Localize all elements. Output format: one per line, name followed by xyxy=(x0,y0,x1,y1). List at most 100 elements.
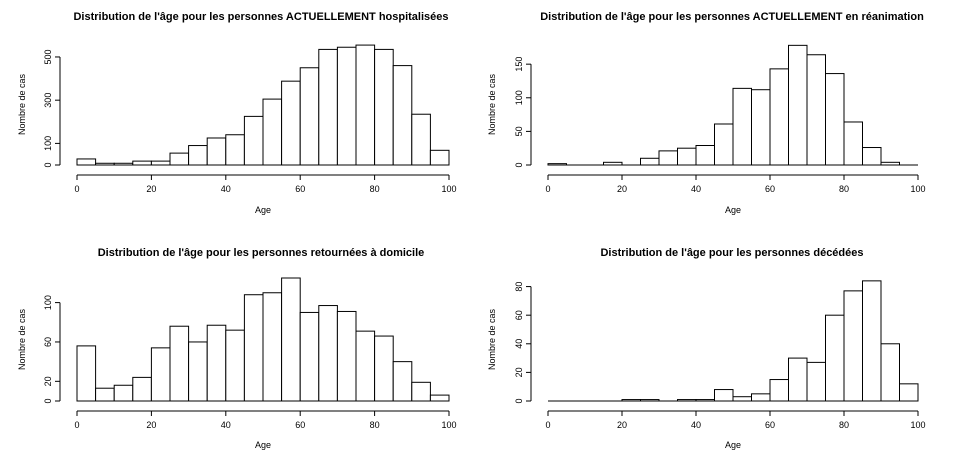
x-tick-label: 80 xyxy=(839,420,849,430)
y-tick-label: 0 xyxy=(43,162,53,167)
histogram-panel-3: Distribution de l'âge pour les personnes… xyxy=(17,247,457,450)
histogram-bar xyxy=(281,277,301,402)
histogram-bar xyxy=(843,121,863,166)
histogram-bar xyxy=(392,65,413,166)
x-tick-label: 40 xyxy=(691,184,701,194)
histogram-panel-1: Distribution de l'âge pour les personnes… xyxy=(17,11,457,215)
histogram-bar xyxy=(336,310,357,402)
histogram-bar xyxy=(429,394,450,402)
y-tick-label: 40 xyxy=(514,339,524,349)
x-tick-label: 100 xyxy=(910,420,925,430)
histogram-bar xyxy=(825,73,845,166)
histogram-bar xyxy=(714,123,734,166)
histogram-bar xyxy=(225,134,245,166)
chart-title: Distribution de l'âge pour les personnes… xyxy=(73,11,448,23)
y-tick-label: 0 xyxy=(514,398,524,403)
x-tick-label: 20 xyxy=(146,420,156,430)
histogram-bar xyxy=(769,379,789,402)
y-tick-label: 50 xyxy=(514,126,524,136)
y-tick-label: 150 xyxy=(514,57,524,72)
histogram-bar xyxy=(336,46,357,166)
y-tick-label: 60 xyxy=(43,337,53,347)
histogram-bar xyxy=(169,152,190,166)
histogram-bar xyxy=(899,383,919,402)
histogram-bar xyxy=(188,145,208,166)
histogram-bar xyxy=(769,68,789,166)
histogram-bar xyxy=(732,87,752,166)
x-tick-label: 20 xyxy=(617,184,627,194)
y-axis-label: Nombre de cas xyxy=(487,73,497,135)
histogram-bar xyxy=(150,347,171,402)
histogram-bar xyxy=(243,294,264,402)
x-axis-label: Age xyxy=(255,205,271,215)
y-tick-label: 100 xyxy=(43,295,53,310)
histogram-bar xyxy=(206,137,227,166)
histogram-bar xyxy=(262,98,283,166)
histogram-bar xyxy=(640,157,660,166)
histogram-bar xyxy=(880,343,900,402)
y-tick-label: 0 xyxy=(514,162,524,167)
x-tick-label: 60 xyxy=(295,184,305,194)
histogram-bar xyxy=(788,44,808,166)
x-axis-label: Age xyxy=(725,205,741,215)
histogram-bar xyxy=(113,384,134,402)
histogram-bar xyxy=(76,345,97,402)
histogram-bar xyxy=(751,89,771,166)
x-tick-label: 80 xyxy=(370,184,380,194)
chart-title: Distribution de l'âge pour les personnes… xyxy=(98,247,425,259)
histogram-bar xyxy=(429,149,450,166)
y-tick-label: 20 xyxy=(43,376,53,386)
x-tick-label: 60 xyxy=(295,420,305,430)
histogram-bar xyxy=(299,311,320,402)
x-tick-label: 60 xyxy=(765,184,775,194)
x-tick-label: 0 xyxy=(545,184,550,194)
histogram-bar xyxy=(355,44,376,166)
histogram-bar xyxy=(355,330,376,402)
y-axis-label: Nombre de cas xyxy=(17,308,27,370)
chart-title: Distribution de l'âge pour les personnes… xyxy=(600,247,863,259)
histogram-bar xyxy=(281,80,301,166)
y-tick-label: 100 xyxy=(514,90,524,105)
histogram-bar xyxy=(843,290,863,402)
x-tick-label: 0 xyxy=(74,184,79,194)
x-tick-label: 20 xyxy=(146,184,156,194)
histogram-bar xyxy=(206,324,227,402)
y-tick-label: 20 xyxy=(514,367,524,377)
histogram-bar xyxy=(132,160,152,166)
histogram-bar xyxy=(714,389,734,402)
histogram-panel-2: Distribution de l'âge pour les personnes… xyxy=(487,11,926,215)
x-tick-label: 60 xyxy=(765,420,775,430)
histogram-bar xyxy=(862,147,882,166)
histogram-bar xyxy=(150,160,171,166)
x-tick-label: 40 xyxy=(691,420,701,430)
histogram-bar xyxy=(76,158,97,166)
histogram-bar xyxy=(825,314,845,402)
histogram-bar xyxy=(188,341,208,402)
histogram-bar xyxy=(695,145,715,166)
histogram-bar xyxy=(318,48,338,166)
histogram-bar xyxy=(318,305,338,402)
histogram-bar xyxy=(243,115,264,166)
histogram-bar xyxy=(299,67,320,166)
x-tick-label: 100 xyxy=(441,420,456,430)
y-tick-label: 300 xyxy=(43,93,53,108)
y-axis-label: Nombre de cas xyxy=(487,308,497,370)
histogram-bar xyxy=(374,48,394,166)
x-tick-label: 80 xyxy=(370,420,380,430)
histogram-bar xyxy=(169,325,190,402)
histogram-bar xyxy=(862,280,882,402)
histogram-bar xyxy=(806,361,826,402)
y-tick-label: 500 xyxy=(43,49,53,64)
histogram-bar xyxy=(732,396,752,402)
histogram-bar xyxy=(806,54,826,166)
histogram-bar xyxy=(374,335,394,402)
y-tick-label: 100 xyxy=(43,136,53,151)
x-axis-label: Age xyxy=(255,440,271,450)
histogram-bar xyxy=(262,292,283,402)
histogram-panel-4: Distribution de l'âge pour les personnes… xyxy=(487,247,926,450)
x-tick-label: 40 xyxy=(221,420,231,430)
histogram-bar xyxy=(677,147,697,166)
histogram-bar xyxy=(411,113,431,166)
